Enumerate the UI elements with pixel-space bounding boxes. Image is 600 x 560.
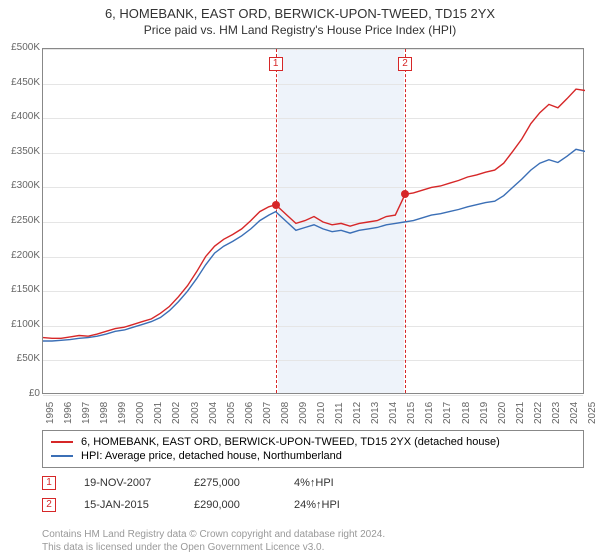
y-axis-label: £100K (0, 319, 40, 330)
chart-plot-area: 12 (42, 48, 584, 394)
y-axis-label: £0 (0, 388, 40, 399)
legend-row: HPI: Average price, detached house, Nort… (51, 449, 575, 463)
x-axis-label: 2015 (406, 402, 417, 424)
x-axis-label: 1999 (117, 402, 128, 424)
transaction-date: 15-JAN-2015 (84, 499, 194, 511)
chart-container: 6, HOMEBANK, EAST ORD, BERWICK-UPON-TWEE… (0, 0, 600, 560)
transaction-row: 215-JAN-2015£290,00024% ↑ HPI (42, 498, 584, 512)
x-axis-label: 2001 (153, 402, 164, 424)
x-axis-label: 2022 (533, 402, 544, 424)
x-axis-label: 2007 (262, 402, 273, 424)
x-axis-label: 2004 (208, 402, 219, 424)
legend-swatch (51, 441, 73, 443)
transaction-suffix: HPI (315, 477, 333, 489)
legend-text: HPI: Average price, detached house, Nort… (81, 450, 342, 462)
x-axis-label: 2024 (569, 402, 580, 424)
transaction-date: 19-NOV-2007 (84, 477, 194, 489)
x-axis-label: 2011 (334, 402, 345, 424)
transaction-pct: 24% (294, 499, 316, 511)
y-axis-label: £500K (0, 42, 40, 53)
legend-box: 6, HOMEBANK, EAST ORD, BERWICK-UPON-TWEE… (42, 430, 584, 468)
series-property (43, 89, 585, 338)
y-axis-label: £50K (0, 353, 40, 364)
footer-line1: Contains HM Land Registry data © Crown c… (42, 528, 584, 541)
x-axis-label: 2020 (497, 402, 508, 424)
series-hpi (43, 149, 585, 341)
x-axis-label: 1996 (63, 402, 74, 424)
x-axis-label: 2016 (424, 402, 435, 424)
x-axis-label: 2017 (442, 402, 453, 424)
x-axis-label: 1997 (81, 402, 92, 424)
legend-swatch (51, 455, 73, 457)
x-axis-label: 2003 (190, 402, 201, 424)
x-axis-label: 2008 (280, 402, 291, 424)
transaction-suffix: HPI (322, 499, 340, 511)
x-axis-label: 1998 (99, 402, 110, 424)
y-axis-label: £300K (0, 180, 40, 191)
title-subtitle: Price paid vs. HM Land Registry's House … (0, 23, 600, 37)
x-axis-label: 2012 (352, 402, 363, 424)
transaction-marker-box: 2 (42, 498, 56, 512)
title-block: 6, HOMEBANK, EAST ORD, BERWICK-UPON-TWEE… (0, 0, 600, 39)
x-axis-label: 2019 (479, 402, 490, 424)
y-axis-label: £400K (0, 111, 40, 122)
footer-line2: This data is licensed under the Open Gov… (42, 541, 584, 554)
x-axis-label: 1995 (45, 402, 56, 424)
x-axis-label: 2010 (316, 402, 327, 424)
y-axis-label: £450K (0, 77, 40, 88)
x-axis-label: 2021 (515, 402, 526, 424)
x-axis-label: 2006 (244, 402, 255, 424)
x-axis-label: 2014 (388, 402, 399, 424)
x-axis-label: 2018 (461, 402, 472, 424)
x-axis-label: 2023 (551, 402, 562, 424)
gridline (43, 395, 583, 396)
x-axis-label: 2005 (226, 402, 237, 424)
legend-row: 6, HOMEBANK, EAST ORD, BERWICK-UPON-TWEE… (51, 435, 575, 449)
series-svg (43, 49, 585, 395)
x-axis-label: 2013 (370, 402, 381, 424)
footer-attribution: Contains HM Land Registry data © Crown c… (42, 528, 584, 554)
y-axis-label: £150K (0, 284, 40, 295)
transaction-price: £290,000 (194, 499, 294, 511)
title-address: 6, HOMEBANK, EAST ORD, BERWICK-UPON-TWEE… (0, 6, 600, 21)
x-axis-label: 2002 (171, 402, 182, 424)
transaction-row: 119-NOV-2007£275,0004% ↑ HPI (42, 476, 584, 490)
x-axis-label: 2025 (587, 402, 598, 424)
x-axis-label: 2000 (135, 402, 146, 424)
x-axis-label: 2009 (298, 402, 309, 424)
transaction-pct: 4% (294, 477, 310, 489)
y-axis-label: £350K (0, 146, 40, 157)
y-axis-label: £250K (0, 215, 40, 226)
legend-text: 6, HOMEBANK, EAST ORD, BERWICK-UPON-TWEE… (81, 436, 500, 448)
y-axis-label: £200K (0, 250, 40, 261)
transaction-marker-box: 1 (42, 476, 56, 490)
transaction-price: £275,000 (194, 477, 294, 489)
